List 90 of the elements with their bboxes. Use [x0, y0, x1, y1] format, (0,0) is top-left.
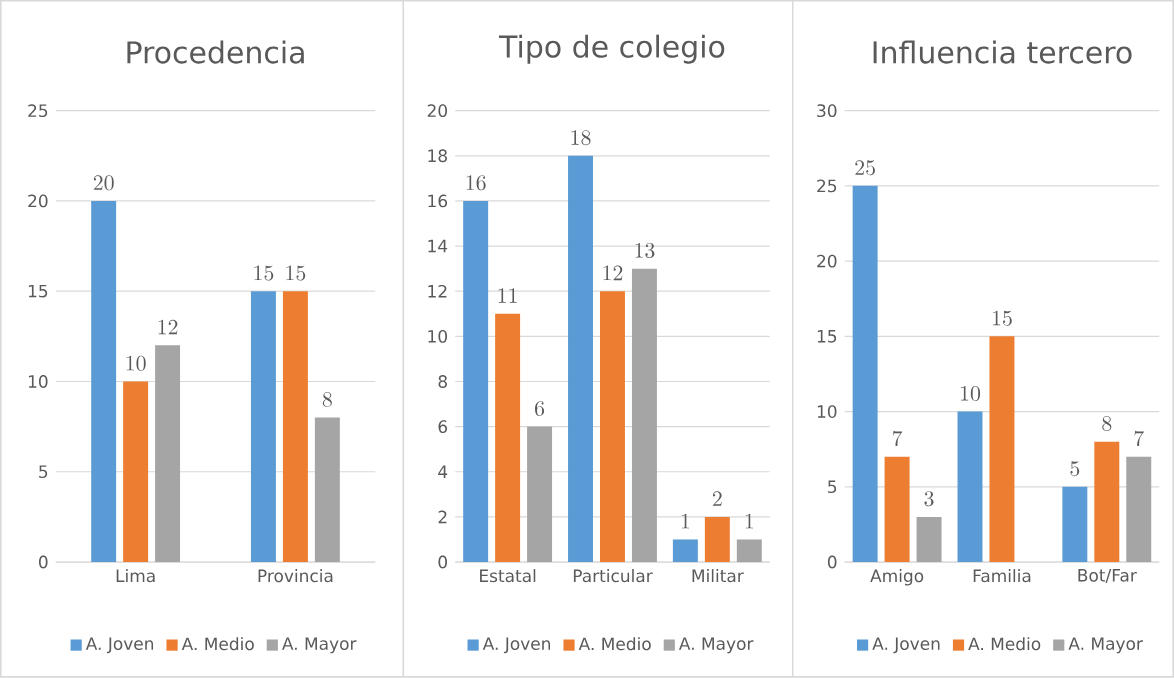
data-label: 1	[681, 514, 690, 529]
bar	[91, 201, 117, 563]
bar	[1094, 441, 1120, 563]
y-tick-label: 0	[438, 555, 448, 569]
data-label: 8	[1102, 416, 1112, 432]
y-tick-label: 0	[39, 555, 48, 569]
y-tick-label: 5	[39, 465, 48, 479]
chart-title: Tipo de colegio	[498, 34, 725, 64]
y-tick-label: 6	[438, 420, 448, 434]
bar	[989, 336, 1015, 563]
data-label: 10	[126, 356, 146, 372]
bar	[736, 539, 762, 563]
x-tick-label: Bot/Far	[1078, 569, 1137, 584]
bar	[852, 186, 878, 563]
y-tick-label: 16	[428, 194, 448, 208]
legend-label: A. Mayor	[282, 637, 357, 654]
data-label: 10	[961, 386, 981, 402]
data-label: 8	[322, 392, 332, 408]
data-label: 12	[158, 319, 178, 335]
bar	[631, 268, 657, 563]
y-tick-label: 20	[817, 254, 837, 268]
bar	[672, 539, 698, 563]
bar	[123, 381, 149, 563]
y-tick-label: 14	[428, 240, 448, 253]
y-tick-label: 8	[438, 375, 447, 389]
bar	[527, 426, 553, 563]
bar	[957, 411, 983, 563]
y-tick-label: 10	[817, 405, 837, 419]
x-tick-label: Particular	[573, 569, 653, 583]
bar	[884, 456, 910, 563]
legend-label: A. Joven	[872, 637, 940, 654]
legend-label: A. Medio	[968, 637, 1041, 651]
data-label: 7	[892, 431, 903, 447]
data-label: 15	[286, 265, 306, 281]
y-tick-label: 5	[828, 480, 837, 494]
data-label: 1	[745, 514, 753, 529]
bar	[704, 517, 730, 563]
legend-label: A. Mayor	[678, 637, 754, 654]
legend-label: A. Mayor	[1068, 637, 1143, 654]
data-label: 11	[498, 288, 517, 303]
y-tick-label: 12	[428, 285, 447, 298]
legend-label: A. Medio	[181, 637, 254, 651]
bar	[250, 291, 276, 563]
chart-title: Procedencia	[127, 40, 304, 64]
y-tick-label: 4	[438, 465, 448, 479]
data-label: 16	[466, 175, 486, 191]
bar	[155, 345, 181, 563]
data-label: 5	[1070, 461, 1080, 477]
data-label: 3	[924, 491, 934, 507]
data-label: 2	[712, 491, 722, 506]
data-label: 7	[1134, 431, 1144, 447]
data-label: 6	[535, 401, 545, 417]
x-tick-label: Familia	[973, 569, 1031, 583]
x-tick-label: Amigo	[870, 569, 924, 586]
x-tick-label: Estatal	[480, 569, 536, 583]
y-tick-label: 2	[438, 510, 447, 524]
data-label: 25	[855, 160, 875, 176]
legend-label: A. Medio	[578, 637, 651, 651]
y-tick-label: 25	[28, 104, 48, 118]
data-label: 18	[571, 130, 591, 146]
chart-title: Influencia tercero	[873, 40, 1132, 64]
bar	[495, 313, 521, 563]
data-label: 13	[635, 243, 655, 259]
y-tick-label: 10	[28, 375, 48, 389]
bar	[314, 417, 340, 563]
bar	[1062, 486, 1088, 563]
y-tick-label: 20	[427, 104, 448, 118]
bar	[1126, 456, 1152, 563]
x-tick-label: Militar	[692, 569, 744, 583]
bar	[916, 517, 942, 563]
x-tick-label: Lima	[116, 569, 155, 583]
y-tick-label: 0	[827, 555, 837, 569]
y-tick-label: 10	[428, 330, 448, 343]
legend-label: A. Joven	[85, 637, 154, 654]
bar	[463, 201, 489, 563]
data-label: 15	[992, 310, 1012, 326]
y-tick-label: 30	[817, 104, 837, 118]
legend-label: A. Joven	[482, 637, 550, 654]
data-label: 20	[93, 175, 114, 191]
bar	[568, 155, 593, 563]
y-tick-label: 18	[428, 149, 447, 163]
bar	[282, 291, 308, 563]
y-tick-label: 20	[28, 194, 48, 208]
data-label: 12	[603, 265, 623, 281]
data-label: 15	[254, 265, 274, 281]
bar	[599, 291, 625, 563]
y-tick-label: 15	[817, 330, 837, 343]
y-tick-label: 15	[28, 285, 48, 298]
y-tick-label: 25	[817, 179, 837, 193]
x-tick-label: Provincia	[258, 569, 333, 583]
